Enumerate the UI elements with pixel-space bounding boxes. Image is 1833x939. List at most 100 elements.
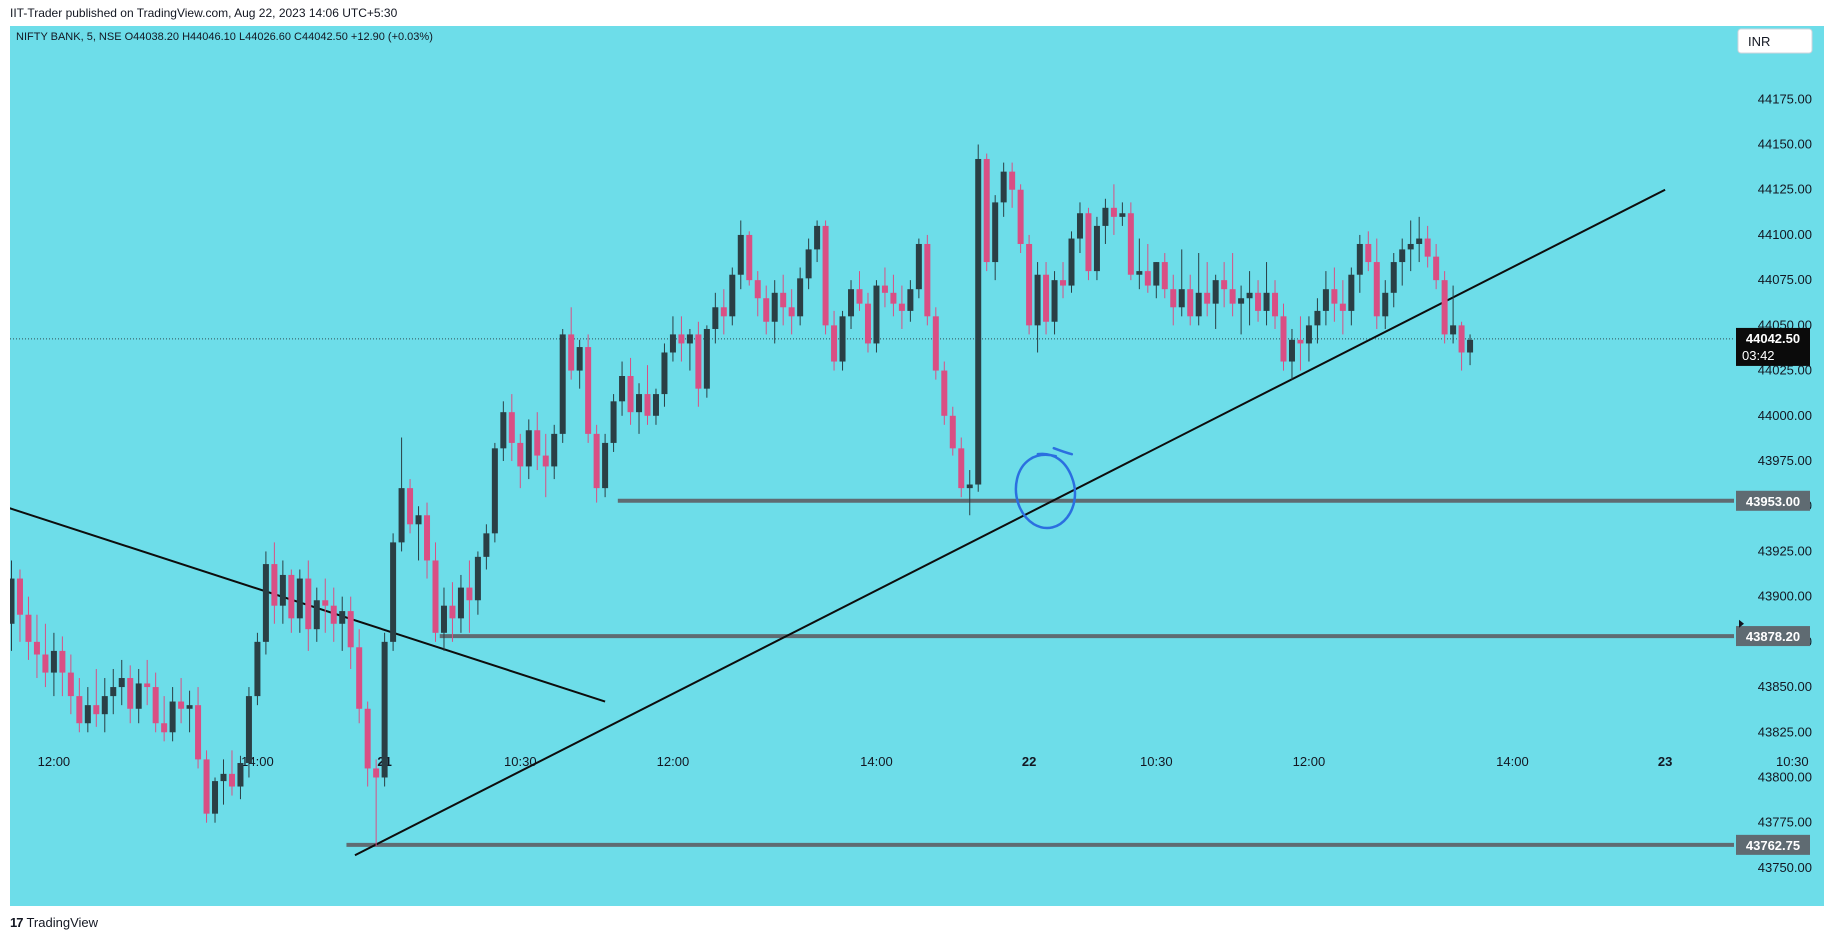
candle xyxy=(949,406,956,456)
candle xyxy=(1390,253,1397,308)
candle-body xyxy=(958,448,965,489)
candle xyxy=(1221,262,1228,308)
candle xyxy=(1110,184,1117,235)
candle-body xyxy=(25,614,32,642)
candle xyxy=(975,144,982,492)
candle xyxy=(1034,262,1041,353)
price-axis[interactable]: 44175.00 44150.00 44125.00 44100.00 44075.00… xyxy=(1758,91,1812,875)
candle-body xyxy=(678,334,685,344)
candle xyxy=(424,502,431,579)
candle xyxy=(1085,207,1092,281)
candle xyxy=(186,690,193,733)
candle-body xyxy=(186,705,193,709)
candle-body xyxy=(1153,262,1160,286)
candlestick-chart[interactable]: 44175.00 44150.00 44125.00 44100.00 44075.00… xyxy=(8,26,1824,906)
candle-body xyxy=(1110,207,1117,217)
candle xyxy=(873,280,880,353)
candle-body xyxy=(703,328,710,389)
candle xyxy=(161,696,168,742)
candle-body xyxy=(822,225,829,326)
candle-body xyxy=(1009,171,1016,190)
circle-marker xyxy=(1014,446,1077,530)
candle-body xyxy=(644,394,651,416)
candle-body xyxy=(924,243,931,317)
candle-body xyxy=(1263,292,1270,311)
candle-body xyxy=(915,243,922,290)
candle xyxy=(330,587,337,642)
candle xyxy=(619,361,626,416)
candle xyxy=(1187,274,1194,326)
y-tick-label: 43975.00 xyxy=(1758,453,1812,468)
candle xyxy=(59,636,66,697)
candle xyxy=(551,424,558,480)
candle xyxy=(228,750,235,796)
candle xyxy=(644,365,651,425)
candle xyxy=(474,551,481,615)
candle xyxy=(771,280,778,344)
candle xyxy=(517,433,524,489)
candle-body xyxy=(330,605,337,624)
candle-body xyxy=(364,708,371,769)
candle-body xyxy=(1144,271,1151,286)
currency-button[interactable]: INR xyxy=(1737,28,1813,54)
candle-body xyxy=(67,672,74,697)
candle xyxy=(568,307,575,380)
candle xyxy=(347,596,354,669)
candle-body xyxy=(686,334,693,344)
candle-body xyxy=(390,542,397,642)
candle xyxy=(339,596,346,651)
candle xyxy=(822,220,829,335)
candle-body xyxy=(1288,339,1295,362)
candle-body xyxy=(907,289,914,311)
x-tick-label: 10:30 xyxy=(1776,754,1809,769)
currency-label: INR xyxy=(1748,34,1770,49)
price-labels: 43953.00 43878.20 43762.75 44042.50 03:42 xyxy=(1736,327,1810,855)
candle-body xyxy=(1102,207,1109,226)
time-axis[interactable]: 12:0014:002110:3012:0014:002210:3012:001… xyxy=(38,754,1824,769)
candle-body xyxy=(84,705,91,724)
candle xyxy=(1060,262,1067,299)
candle-body xyxy=(1187,289,1194,317)
candle-body xyxy=(127,678,134,709)
candle-body xyxy=(763,298,770,322)
candle-body xyxy=(33,641,40,655)
candle-body xyxy=(627,376,634,413)
candle-body xyxy=(212,781,219,814)
candle xyxy=(212,777,219,823)
candle xyxy=(76,678,83,733)
candle-body xyxy=(1076,213,1083,239)
candle-body xyxy=(93,705,100,715)
candle xyxy=(1297,316,1304,371)
candle-body xyxy=(1085,213,1092,272)
candle-body xyxy=(50,650,57,673)
candle xyxy=(958,437,965,498)
x-tick-label: 14:00 xyxy=(1496,754,1529,769)
candle xyxy=(712,292,719,344)
candle xyxy=(636,383,643,434)
candle xyxy=(1144,243,1151,293)
x-tick-label: 22 xyxy=(1022,754,1036,769)
candle-body xyxy=(8,578,15,624)
candle-body xyxy=(474,556,481,601)
candle-body xyxy=(517,442,524,467)
candle-body xyxy=(356,647,363,709)
candle xyxy=(966,470,973,516)
candle xyxy=(1136,238,1143,290)
candle-body xyxy=(949,415,956,449)
candle xyxy=(703,325,710,398)
candle-body xyxy=(1458,325,1465,353)
candle xyxy=(296,569,303,633)
y-tick-label: 43900.00 xyxy=(1758,589,1812,604)
candle-body xyxy=(491,448,498,534)
tradingview-logo[interactable]: 17 TradingView xyxy=(10,915,98,930)
candle xyxy=(466,560,473,633)
candle xyxy=(763,285,770,335)
candle xyxy=(585,334,592,443)
candle-body xyxy=(1119,213,1126,217)
candle xyxy=(288,569,295,633)
candle-body xyxy=(1356,243,1363,275)
candle xyxy=(152,672,159,733)
chart-area[interactable]: 44175.00 44150.00 44125.00 44100.00 44075.00… xyxy=(8,26,1824,906)
current-price-label-bg xyxy=(1736,327,1810,366)
candle xyxy=(1238,285,1245,335)
